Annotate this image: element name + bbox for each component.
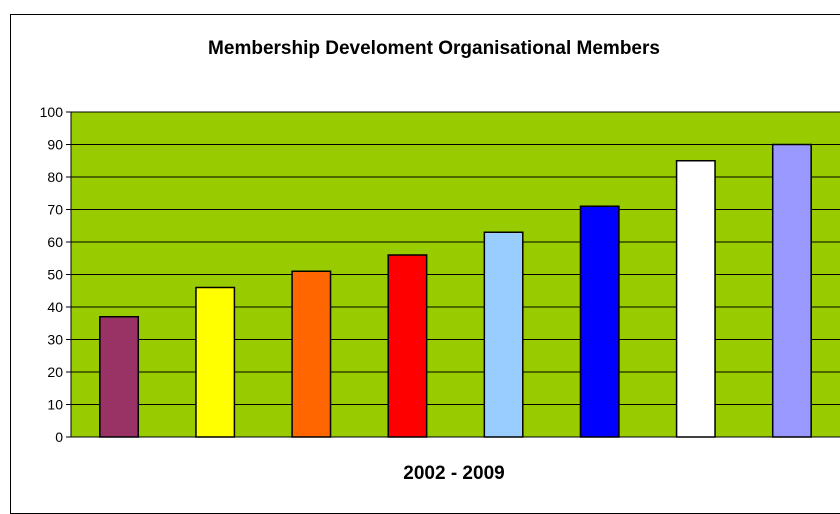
x-axis-label: 2002 - 2009 (403, 463, 504, 484)
bar (483, 231, 524, 438)
y-tick-label: 60 (47, 234, 63, 250)
y-tick-label: 20 (47, 364, 63, 380)
y-tick-label: 10 (47, 397, 63, 413)
bar (387, 254, 428, 438)
y-tick-label: 90 (47, 137, 63, 153)
bar (771, 143, 812, 438)
bar (195, 286, 236, 438)
y-tick-label: 30 (47, 332, 63, 348)
chart-title: Membership Develoment Organisational Mem… (208, 38, 660, 59)
y-tick-label: 100 (40, 104, 64, 120)
y-axis-ticks: 0 10 20 30 40 50 60 70 80 90 100 (40, 104, 71, 445)
bar (99, 316, 140, 438)
bars (99, 143, 812, 438)
bar (291, 270, 332, 438)
y-tick-label: 0 (55, 429, 63, 445)
y-tick-label: 50 (47, 267, 63, 283)
bar (579, 205, 620, 438)
bar (675, 160, 716, 438)
y-tick-label: 80 (47, 169, 63, 185)
y-tick-label: 70 (47, 202, 63, 218)
y-tick-label: 40 (47, 299, 63, 315)
